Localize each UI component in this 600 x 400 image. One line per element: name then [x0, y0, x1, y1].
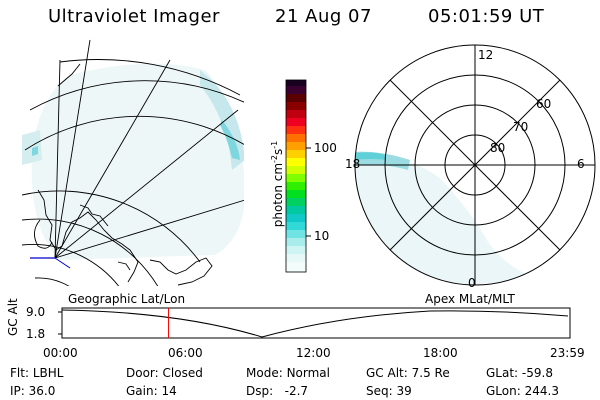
observation-time: 05:01:59 UT: [428, 6, 545, 27]
colorbar-tick-10: 10: [314, 229, 330, 243]
altitude-timeline: [58, 307, 571, 339]
timeline-y-tick-9: 9.0: [26, 305, 46, 319]
mlt-label-6: 6: [577, 157, 585, 171]
param-filter: Flt: LBHL: [10, 366, 64, 380]
instrument-title: Ultraviolet Imager: [48, 6, 220, 27]
timeline-x-tick-1200: 12:00: [296, 346, 331, 360]
timeline-x-tick-2359: 23:59: [550, 346, 585, 360]
mlt-label-12: 12: [478, 48, 494, 62]
color-scale-bar: [285, 79, 311, 273]
param-door: Door: Closed: [126, 366, 203, 380]
timeline-x-tick-0600: 06:00: [168, 346, 203, 360]
mlt-label-0: 0: [468, 276, 476, 290]
polar-plot: [354, 44, 596, 286]
coastlines: [34, 63, 213, 286]
param-seq: Seq: 39: [366, 384, 412, 398]
param-gc-alt: GC Alt: 7.5 Re: [366, 366, 450, 380]
timeline-x-tick-1800: 18:00: [423, 346, 458, 360]
aurora-haze-geo: [31, 63, 244, 260]
param-dsp: Dsp: -2.7: [246, 384, 309, 398]
timeline-x-tick-0000: 00:00: [43, 346, 78, 360]
param-gain: Gain: 14: [126, 384, 177, 398]
mlat-label-70: 70: [513, 120, 529, 134]
timeline-left-label: Geographic Lat/Lon: [68, 292, 186, 306]
param-mode: Mode: Normal: [246, 366, 330, 380]
mlt-label-18: 18: [345, 157, 361, 171]
timeline-y-title: GC Alt: [6, 298, 20, 336]
aurora-haze-polar: [355, 156, 540, 285]
observation-date: 21 Aug 07: [275, 6, 372, 27]
mlat-label-80: 80: [490, 141, 506, 155]
colorbar-units: photon cm-2s-1: [270, 140, 285, 228]
colorbar-tick-100: 100: [314, 141, 337, 155]
param-glat: GLat: -59.8: [486, 366, 553, 380]
timeline-right-label: Apex MLat/MLT: [425, 292, 515, 306]
mlat-label-60: 60: [536, 97, 552, 111]
altitude-curve: [61, 309, 569, 338]
geo-grid: [22, 39, 244, 286]
geographic-image: [22, 39, 244, 286]
timeline-y-tick-1-8: 1.8: [26, 327, 46, 341]
param-ip: IP: 36.0: [10, 384, 56, 398]
param-glon: GLon: 244.3: [486, 384, 559, 398]
